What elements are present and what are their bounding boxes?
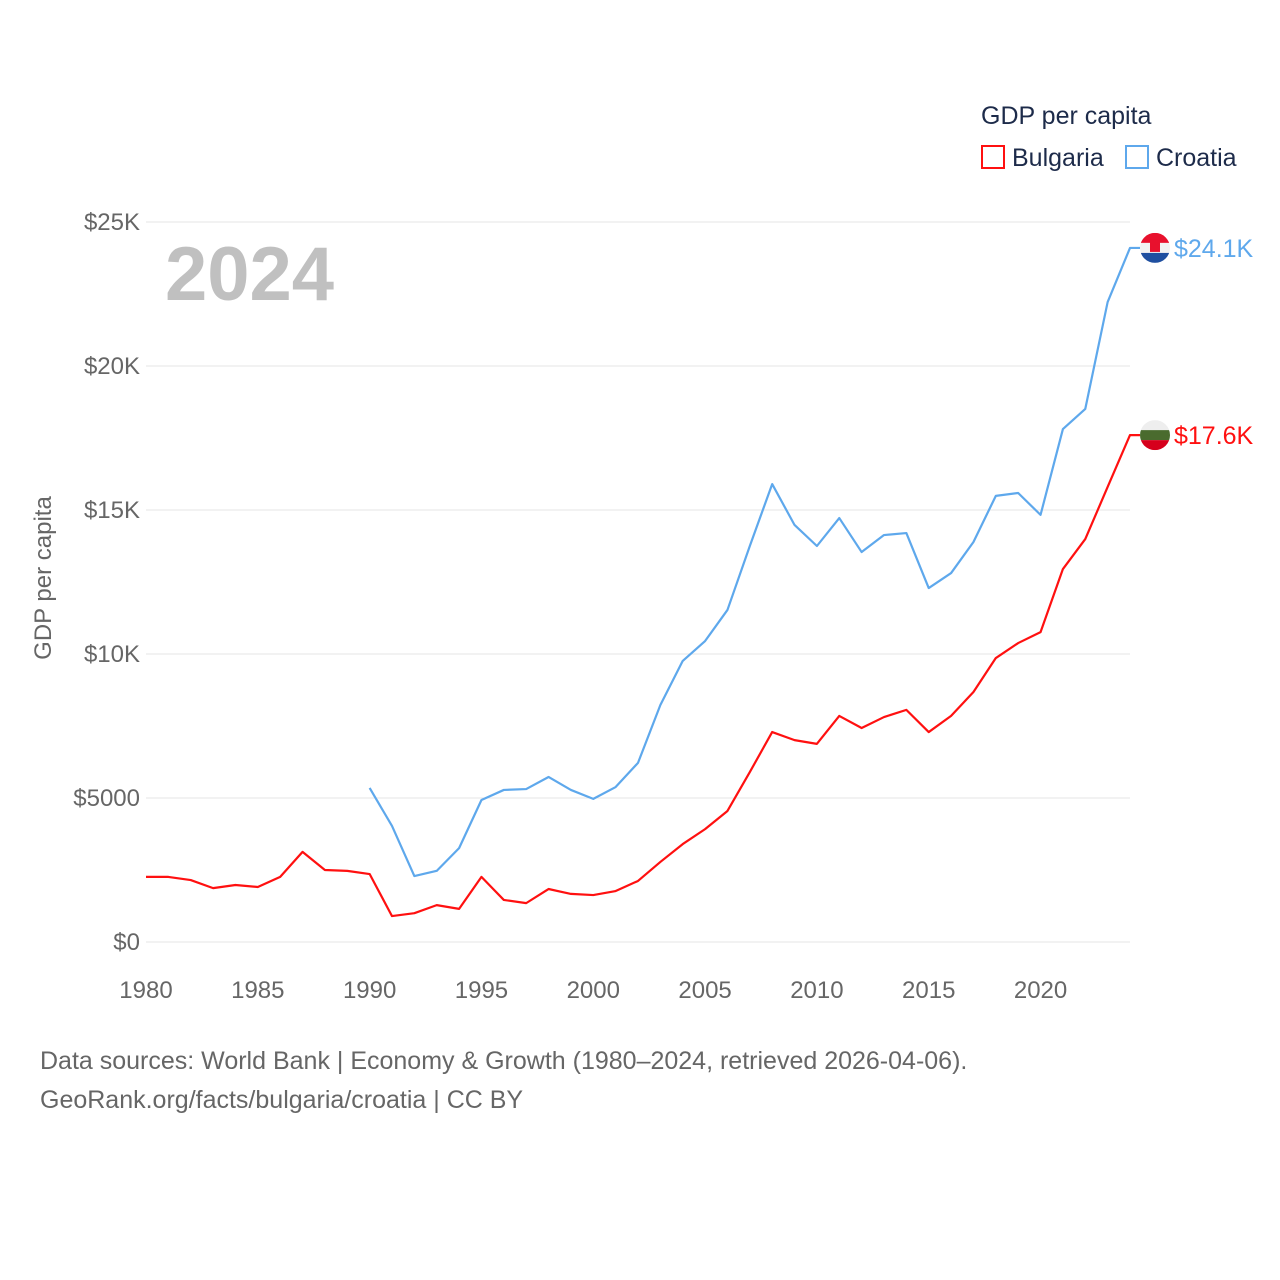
flag-stripe	[1140, 430, 1170, 441]
end-labels: $17.6K $24.1K	[1140, 232, 1254, 451]
x-tick-label: 2010	[790, 977, 843, 1004]
legend-label-bulgaria: Bulgaria	[1012, 144, 1104, 172]
x-axis-ticks: 1980 1985 1990 1995 2000 2005 2010 2015 2020	[119, 977, 1067, 1004]
y-tick-label: $0	[113, 929, 140, 956]
y-tick-label: $15K	[84, 497, 140, 524]
flag-stripe	[1140, 440, 1170, 451]
x-tick-label: 1990	[343, 977, 396, 1004]
y-tick-label: $10K	[84, 641, 140, 668]
series-line-croatia	[368, 246, 1140, 878]
x-tick-label: 2020	[1014, 977, 1067, 1004]
y-tick-label: $5000	[73, 785, 140, 812]
y-tick-label: $20K	[84, 353, 140, 380]
legend-label-croatia: Croatia	[1156, 144, 1237, 172]
source-line-1: Data sources: World Bank | Economy & Gro…	[40, 1047, 967, 1075]
x-tick-label: 2000	[567, 977, 620, 1004]
legend-swatch-croatia	[1125, 145, 1149, 169]
x-tick-label: 1980	[119, 977, 172, 1004]
flag-stripes	[1140, 232, 1170, 263]
x-tick-label: 2015	[902, 977, 955, 1004]
flag-stripe	[1140, 232, 1170, 243]
end-value-label-croatia: $24.1K	[1174, 235, 1254, 263]
x-tick-label: 1985	[231, 977, 284, 1004]
end-value-label-bulgaria: $17.6K	[1174, 422, 1254, 450]
croatia-flag-icon	[1140, 232, 1170, 263]
legend-item-croatia[interactable]: Croatia	[1125, 144, 1237, 172]
legend-swatch-bulgaria	[981, 145, 1005, 169]
y-axis-label: GDP per capita	[30, 496, 57, 660]
year-watermark: 2024	[165, 232, 334, 317]
y-axis-ticks: $0 $5000 $10K $15K $20K $25K	[73, 209, 140, 956]
legend-item-bulgaria[interactable]: Bulgaria	[981, 144, 1104, 172]
gridlines	[146, 221, 1130, 943]
source-line-2[interactable]: GeoRank.org/facts/bulgaria/croatia | CC …	[40, 1086, 523, 1114]
x-tick-label: 1995	[455, 977, 508, 1004]
y-tick-label: $25K	[84, 209, 140, 236]
flag-stripe	[1140, 252, 1170, 263]
flag-shield	[1150, 239, 1160, 252]
series-line-bulgaria	[146, 434, 1140, 918]
flag-stripe	[1140, 420, 1170, 431]
series-lines	[146, 246, 1140, 918]
bulgaria-flag-icon	[1140, 420, 1170, 451]
x-tick-label: 2005	[678, 977, 731, 1004]
flag-stripes	[1140, 420, 1170, 451]
legend-title: GDP per capita	[981, 102, 1152, 130]
